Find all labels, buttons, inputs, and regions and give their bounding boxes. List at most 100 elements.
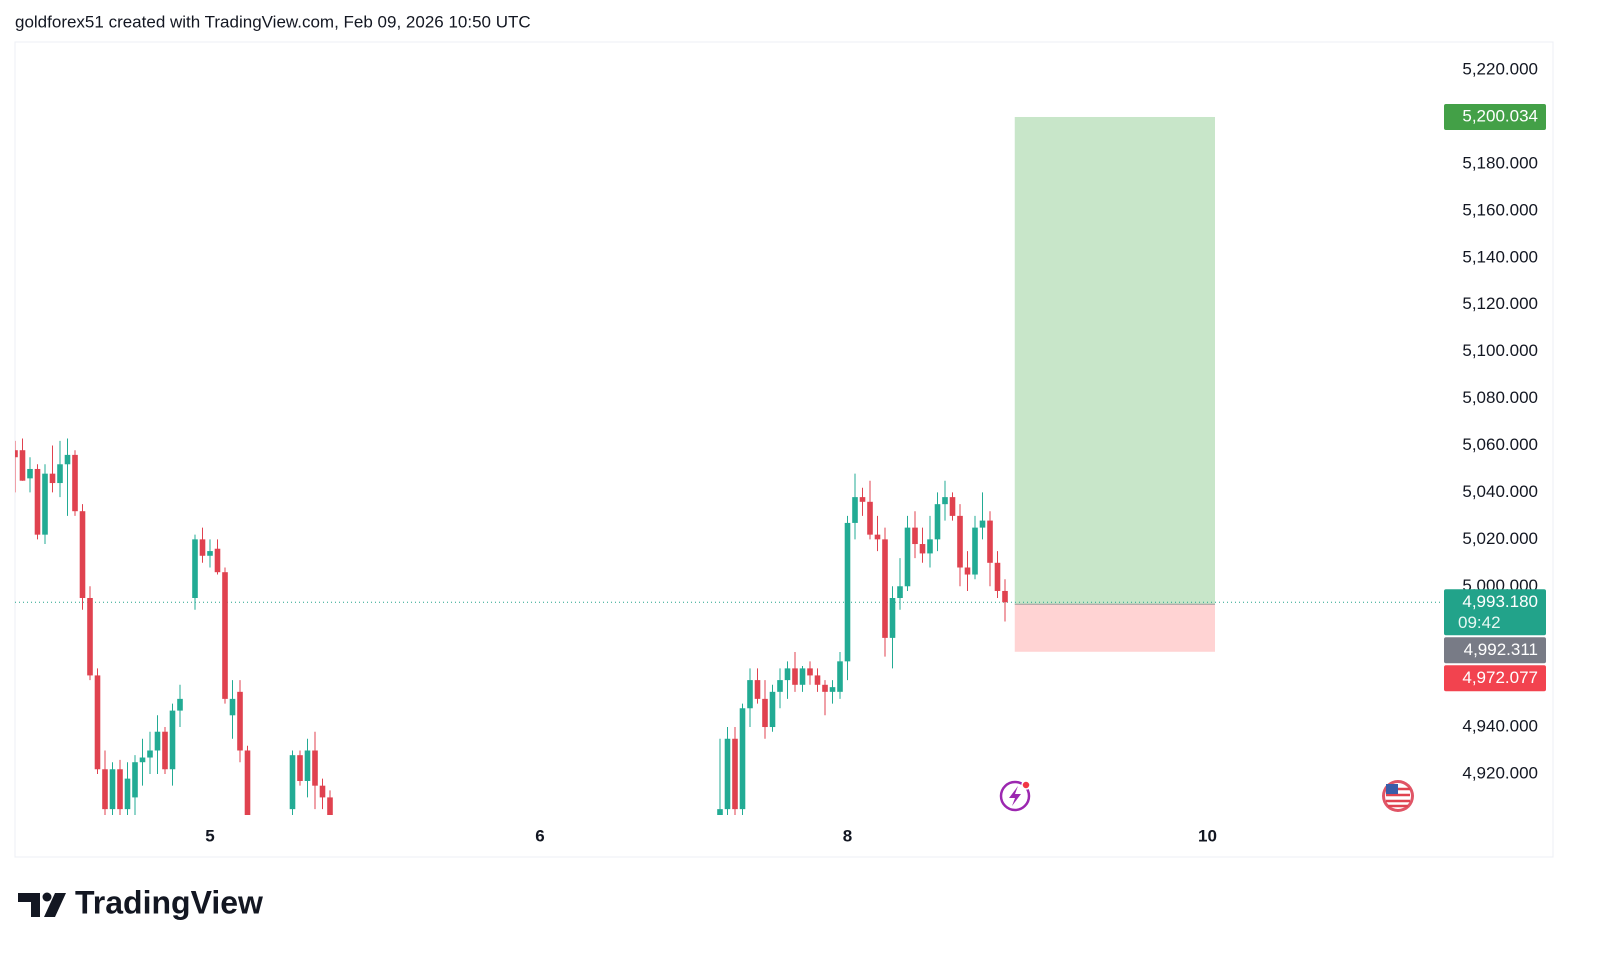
candle-body xyxy=(964,567,971,575)
y-tick-label: 5,020.000 xyxy=(1462,529,1538,548)
candle-body xyxy=(792,668,798,685)
candle-body xyxy=(829,687,836,692)
price-badge-label: 4,972.077 xyxy=(1462,668,1538,687)
candle-body xyxy=(162,731,168,770)
candle-body xyxy=(889,597,896,638)
price-badge xyxy=(1444,589,1546,636)
candle-body xyxy=(859,497,866,502)
candle-body xyxy=(934,504,941,540)
candle-body xyxy=(109,769,116,810)
price-badge-label: 5,200.034 xyxy=(1462,106,1538,125)
plot xyxy=(15,116,1440,815)
candle-body xyxy=(739,708,746,810)
candle-body xyxy=(207,551,213,556)
candle-body xyxy=(169,710,176,770)
candle-body xyxy=(1002,590,1008,603)
y-tick-label: 5,140.000 xyxy=(1462,247,1538,266)
candle-body xyxy=(837,661,843,692)
candle-body xyxy=(852,497,858,523)
candle-body xyxy=(822,684,828,692)
candle-body xyxy=(64,454,71,465)
candle-body xyxy=(154,731,161,751)
candle-body xyxy=(874,534,881,540)
position-target-zone xyxy=(1014,116,1215,605)
event-icon xyxy=(999,780,1031,812)
brand-name: TradingView xyxy=(75,884,263,920)
candle-body xyxy=(994,562,1001,591)
candle-body xyxy=(912,527,918,545)
candle-body xyxy=(177,698,183,711)
candle-body xyxy=(42,473,48,535)
candle-body xyxy=(844,522,851,662)
candle-body xyxy=(927,539,933,554)
candle-body xyxy=(72,454,78,512)
candle-body xyxy=(94,675,101,770)
candle-body xyxy=(57,464,63,484)
price-badge xyxy=(1444,103,1546,130)
candle-body xyxy=(304,750,311,781)
candle-body xyxy=(19,450,26,481)
position-stop-zone xyxy=(1014,604,1215,652)
candle-body xyxy=(717,809,723,815)
candle-body xyxy=(972,527,978,575)
y-tick-label: 5,160.000 xyxy=(1462,200,1538,219)
candle-body xyxy=(312,750,318,786)
candle-body xyxy=(244,750,251,815)
candle-body xyxy=(49,473,56,484)
candle-body xyxy=(192,539,198,598)
candle-body xyxy=(762,698,768,728)
y-tick-label: 5,120.000 xyxy=(1462,294,1538,313)
candle-body xyxy=(732,738,738,810)
candle-body xyxy=(87,597,93,676)
brand-logo xyxy=(18,892,66,917)
candle-body xyxy=(297,755,303,781)
candle-body xyxy=(777,680,783,692)
candle-body xyxy=(34,468,41,535)
candle-body xyxy=(799,668,806,685)
price-badge-countdown: 09:42 xyxy=(1458,613,1501,632)
y-tick-label: 5,040.000 xyxy=(1462,482,1538,501)
y-tick-label: 5,180.000 xyxy=(1462,153,1538,172)
candle-body xyxy=(319,785,326,798)
y-tick-label: 5,100.000 xyxy=(1462,341,1538,360)
us-flag-icon xyxy=(1382,780,1414,812)
x-tick-label: 6 xyxy=(535,826,544,845)
y-tick-label: 5,060.000 xyxy=(1462,435,1538,454)
candle-body xyxy=(882,539,888,638)
candle-body xyxy=(222,572,228,699)
candle-body xyxy=(214,548,221,573)
candle-body xyxy=(867,501,873,535)
candle-body xyxy=(814,675,821,685)
candle-body xyxy=(942,497,948,505)
x-tick-label: 8 xyxy=(843,826,852,845)
candle-body xyxy=(897,586,903,598)
candle-body xyxy=(199,539,206,556)
candle-body xyxy=(784,668,791,681)
candle-body xyxy=(15,450,18,458)
candle-body xyxy=(237,691,243,751)
price-badge xyxy=(1444,637,1546,664)
axes: 5,220.000 5,180.000 5,160.000 5,140.000 5,12… xyxy=(205,60,1546,845)
candle-body xyxy=(904,527,911,587)
candle-body xyxy=(102,769,108,810)
candle-body xyxy=(957,515,963,568)
candle-body xyxy=(754,680,761,699)
candle-body xyxy=(124,778,131,810)
price-badge xyxy=(1444,665,1546,692)
x-tick-label: 10 xyxy=(1198,826,1217,845)
candle-body xyxy=(724,738,731,810)
y-tick-label: 5,080.000 xyxy=(1462,388,1538,407)
candle-body xyxy=(327,797,333,815)
candle-body xyxy=(229,698,236,716)
candle-body xyxy=(79,511,86,598)
candle-body xyxy=(132,762,138,798)
candle-body xyxy=(949,497,956,516)
candle-body xyxy=(139,757,146,763)
candle-body xyxy=(979,520,986,528)
x-tick-label: 5 xyxy=(205,826,214,845)
y-tick-label: 4,940.000 xyxy=(1462,717,1538,736)
candle-body xyxy=(289,755,296,810)
price-badge-label: 4,993.180 xyxy=(1462,592,1538,611)
